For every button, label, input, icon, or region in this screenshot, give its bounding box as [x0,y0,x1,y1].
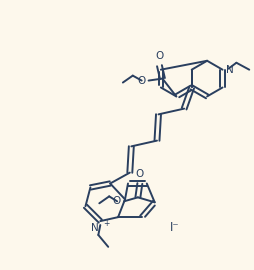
Text: N: N [225,65,232,75]
Text: O: O [135,168,144,178]
Text: N: N [90,223,98,233]
Text: +: + [103,219,109,228]
Text: O: O [137,76,145,86]
Text: O: O [112,196,121,206]
Text: O: O [155,51,163,61]
Text: I⁻: I⁻ [169,221,179,234]
